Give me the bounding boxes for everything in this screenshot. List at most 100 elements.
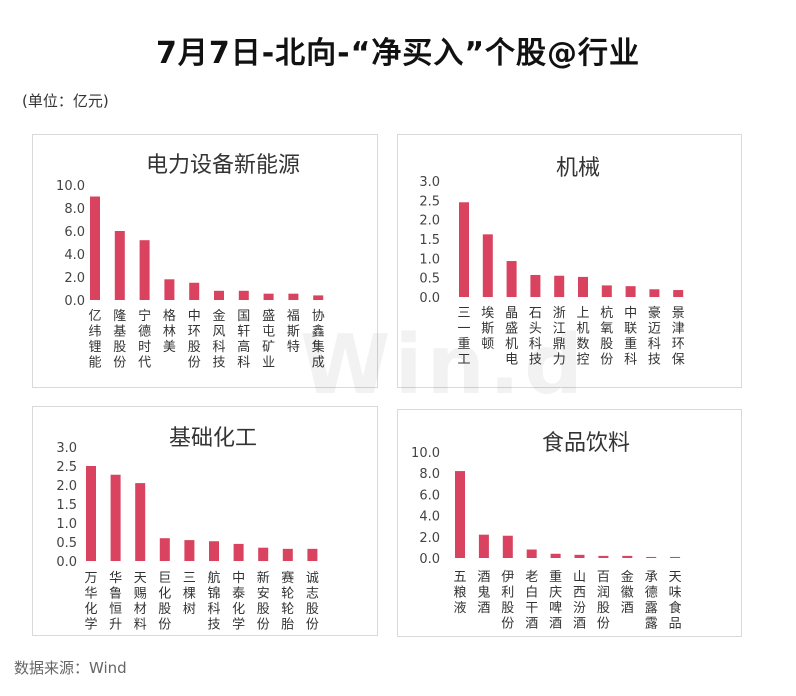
bar	[649, 289, 660, 297]
category-label: 石头科技	[529, 306, 542, 368]
category-label: 浙江鼎力	[553, 306, 566, 368]
y-tick-label: 2.5	[56, 460, 77, 475]
bar	[482, 234, 493, 297]
category-label: 福斯特	[287, 309, 300, 355]
y-tick-label: 1.5	[56, 498, 77, 513]
bar	[184, 540, 195, 561]
chart-basic-chemicals: 基础化工 0.0 0.5 1.0 1.5 2.0 2.5 3.0 万华化学华鲁恒升天赐材料巨化股…	[56, 426, 319, 633]
y-tick-label: 8.0	[64, 202, 85, 217]
category-label: 天赐材料	[134, 571, 147, 633]
y-tick-label: 2.0	[56, 479, 77, 494]
y-tick-label: 6.0	[64, 225, 85, 240]
bar	[135, 483, 146, 561]
category-label: 酒鬼酒	[477, 570, 490, 616]
category-label: 埃斯顿	[481, 306, 494, 352]
category-label: 金徽酒	[621, 569, 634, 616]
category-label: 盛屯矿业	[262, 309, 275, 371]
y-tick-label: 1.5	[419, 233, 440, 248]
category-label: 金风科技	[212, 308, 225, 371]
bar	[139, 240, 150, 300]
bar	[625, 286, 636, 297]
bar	[313, 295, 324, 300]
bar	[502, 535, 513, 558]
bar	[478, 534, 489, 558]
bar	[214, 290, 224, 300]
y-tick-label: 3.0	[56, 441, 77, 456]
bar	[263, 293, 274, 300]
chart-machinery: 机械 0.0 0.5 1.0 1.5 2.0 2.5 3.0 三一重工埃斯顿晶盛机电石头科技浙江…	[419, 156, 685, 368]
category-label: 国轩高科	[237, 309, 250, 371]
bar	[526, 549, 537, 558]
chart-food-beverage: 食品饮料 0.0 2.0 4.0 6.0 8.0 10.0 五粮液酒鬼酒伊利股份老白干酒重庆啤…	[411, 431, 682, 632]
chart-title: 食品饮料	[542, 431, 630, 456]
y-tick-label: 0.0	[419, 291, 440, 306]
bar	[282, 548, 293, 561]
bar	[114, 231, 125, 300]
bar	[578, 276, 588, 297]
y-tick-label: 2.5	[419, 194, 440, 209]
y-tick-label: 0.0	[56, 555, 77, 570]
y-tick-label: 1.0	[56, 517, 77, 532]
y-tick-label: 2.0	[419, 214, 440, 229]
category-label: 五粮液	[453, 570, 466, 616]
chart-power-equipment: 电力设备新能源 0.0 2.0 4.0 6.0 8.0 10.0 亿纬锂能隆基股份宁德时代格林…	[56, 153, 325, 371]
y-tick-label: 0.0	[419, 552, 440, 567]
bar	[288, 293, 299, 300]
bar	[550, 553, 561, 558]
category-label: 三一重工	[457, 306, 470, 368]
category-label: 隆基股份	[113, 309, 126, 371]
y-tick-label: 4.0	[64, 248, 85, 263]
category-label: 航锦科技	[207, 570, 220, 633]
bar	[159, 538, 170, 561]
chart-title: 机械	[556, 156, 600, 181]
category-label: 协鑫集成	[312, 309, 325, 371]
category-label: 中泰化学	[232, 571, 245, 633]
source-label: 数据来源：Wind	[14, 659, 127, 677]
chart-panel-basic-chemicals: 基础化工 0.0 0.5 1.0 1.5 2.0 2.5 3.0 万华化学 华鲁恒升 天赐材料 巨化股…	[32, 406, 378, 636]
page-title: 7月7日-北向-“净买入”个股@行业	[155, 36, 641, 71]
chart-panel-machinery: 机械 0.0 0.5 1.0 1.5 2.0 2.5 3.0 三一重工 埃斯顿 晶盛机电 石头科技 浙江…	[397, 134, 742, 388]
chart-panel-power-equipment: 电力设备新能源 0.0 2.0 4.0 6.0 8.0 10.0 亿纬锂能 隆基股份 宁德时代 格林…	[32, 134, 378, 388]
category-label: 三棵树	[183, 571, 196, 617]
bar	[598, 555, 609, 558]
category-label: 新安股份	[257, 570, 270, 633]
bar	[233, 543, 244, 561]
category-label: 中环股份	[188, 309, 201, 371]
bar	[258, 547, 269, 561]
chart-panel-food-beverage: 食品饮料 0.0 2.0 4.0 6.0 8.0 10.0 五粮液 酒鬼酒 伊利股份 老白干酒 重庆啤…	[397, 409, 742, 637]
y-tick-label: 3.0	[419, 175, 440, 190]
category-label: 山西汾酒	[573, 570, 586, 632]
bar	[90, 196, 100, 300]
category-label: 景津环保	[672, 306, 685, 368]
bar	[110, 474, 121, 561]
y-tick-label: 2.0	[64, 271, 85, 286]
category-label: 重庆啤酒	[549, 569, 562, 632]
category-label: 老白干酒	[525, 570, 538, 632]
category-label: 承德露露	[645, 570, 658, 632]
category-label: 杭氧股份	[600, 306, 613, 368]
bar	[670, 556, 681, 558]
category-label: 万华化学	[84, 571, 97, 633]
category-label: 晶盛机电	[505, 306, 518, 368]
category-label: 上机数控	[576, 306, 589, 368]
bar	[209, 541, 219, 561]
bar	[554, 275, 565, 297]
bar	[455, 471, 465, 558]
bar	[646, 556, 657, 558]
bar	[459, 202, 469, 297]
y-tick-label: 8.0	[419, 467, 440, 482]
category-label: 巨化股份	[158, 571, 171, 633]
category-label: 格林美	[163, 308, 176, 355]
chart-title: 电力设备新能源	[146, 153, 300, 178]
bar	[164, 279, 175, 300]
bar	[601, 285, 612, 297]
y-tick-label: 10.0	[56, 179, 85, 194]
bar	[189, 282, 200, 300]
category-label: 亿纬锂能	[88, 309, 101, 371]
category-label: 中联重科	[624, 306, 637, 368]
category-label: 天味食品	[669, 570, 682, 632]
bar	[86, 466, 96, 561]
unit-label: (单位：亿元)	[22, 92, 109, 110]
bar	[506, 261, 517, 297]
y-tick-label: 0.5	[419, 272, 440, 287]
